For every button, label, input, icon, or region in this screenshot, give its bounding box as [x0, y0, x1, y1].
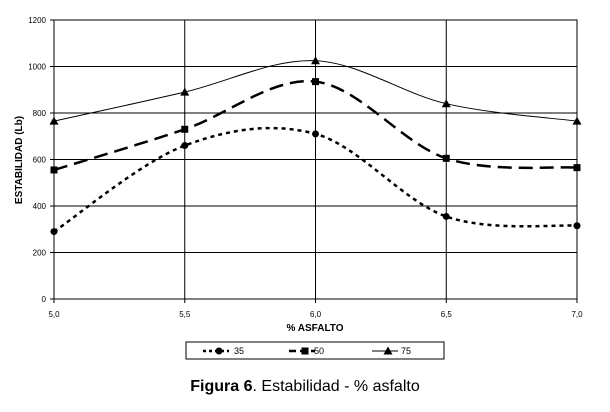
- data-point-75: [441, 99, 451, 108]
- figure-caption-label: Figura 6: [190, 378, 253, 395]
- x-axis-label: % ASFALTO: [286, 323, 343, 334]
- legend: 35 50 75: [185, 341, 445, 360]
- y-axis-ticks: 0 200 400 600 800 1000 1200: [28, 16, 54, 304]
- y-tick-label: 400: [33, 202, 47, 211]
- figure-caption-text: . Estabilidad - % asfalto: [252, 378, 420, 395]
- figure-caption: Figura 6. Estabilidad - % asfalto: [0, 378, 610, 396]
- data-point-35: [573, 222, 581, 230]
- y-axis-label: ESTABILIDAD (Lb): [14, 116, 25, 204]
- data-point-75: [180, 87, 190, 96]
- series-layer: [49, 56, 582, 236]
- data-point-50: [442, 154, 450, 162]
- grid: [54, 20, 577, 299]
- data-point-50: [573, 164, 581, 172]
- x-tick-label: 6,0: [310, 310, 322, 319]
- x-tick-label: 7,0: [571, 310, 583, 319]
- legend-marker-35: [215, 347, 223, 355]
- y-tick-label: 200: [33, 249, 47, 258]
- series-75: [49, 56, 582, 125]
- y-tick-label: 800: [33, 109, 47, 118]
- data-point-50: [181, 125, 189, 133]
- data-point-50: [50, 166, 58, 174]
- y-tick-label: 600: [33, 156, 47, 165]
- data-point-35: [181, 142, 189, 150]
- series-35: [50, 126, 581, 236]
- data-point-75: [311, 56, 320, 65]
- x-axis-ticks: 5,0 5,5 6,0 6,5 7,0: [48, 299, 583, 319]
- data-point-35: [50, 228, 58, 236]
- legend-label-75: 75: [401, 346, 411, 356]
- data-point-75: [49, 116, 59, 125]
- y-tick-label: 0: [42, 295, 47, 304]
- data-point-75: [572, 116, 582, 125]
- legend-marker-75: [383, 346, 393, 355]
- y-tick-label: 1000: [28, 63, 46, 72]
- data-point-50: [312, 78, 319, 86]
- x-tick-label: 5,0: [48, 310, 60, 319]
- data-point-35: [442, 212, 450, 220]
- data-point-35: [312, 130, 319, 138]
- x-tick-label: 5,5: [179, 310, 191, 319]
- y-tick-label: 1200: [28, 16, 46, 25]
- legend-label-35: 35: [234, 346, 244, 356]
- x-tick-label: 6,5: [441, 310, 453, 319]
- series-50: [50, 78, 581, 174]
- chart: 0 200 400 600 800 1000 1200 5,0 5,5 6,0 6,5 7,0 ES…: [14, 16, 583, 360]
- legend-marker-50: [301, 347, 309, 355]
- legend-label-50: 50: [314, 346, 324, 356]
